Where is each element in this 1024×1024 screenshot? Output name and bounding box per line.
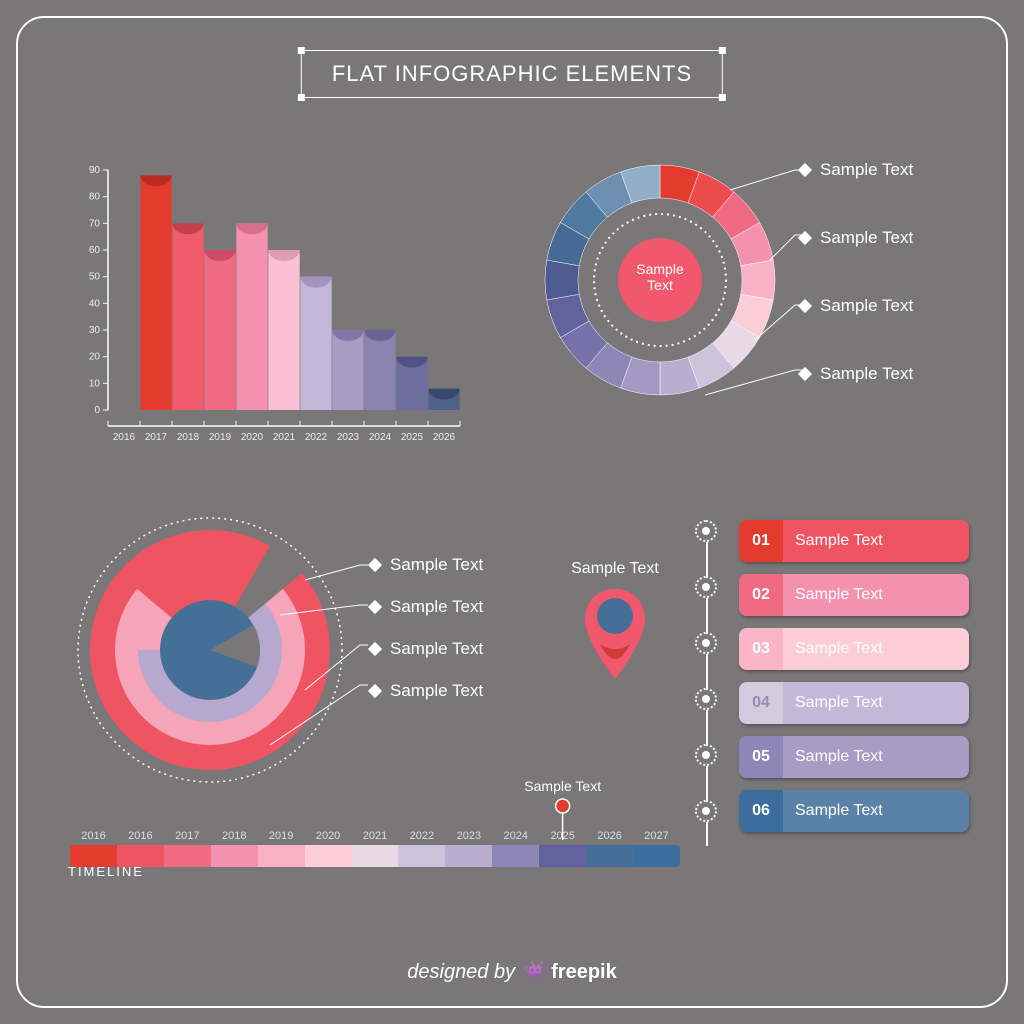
timeline-bar <box>70 845 680 867</box>
radial-labels: Sample Text Sample Text Sample Text Samp… <box>370 555 483 723</box>
radial-label: Sample Text <box>390 681 483 701</box>
svg-text:30: 30 <box>89 325 101 336</box>
donut-label: Sample Text <box>820 228 913 248</box>
footer-prefix: designed by <box>407 961 520 983</box>
svg-text:50: 50 <box>89 272 101 283</box>
diamond-icon <box>798 231 812 245</box>
radial-label: Sample Text <box>390 597 483 617</box>
step-label: Sample Text <box>783 586 969 604</box>
page-title-wrap: FLAT INFOGRAPHIC ELEMENTS <box>301 50 723 98</box>
step-dot-icon <box>695 632 717 654</box>
svg-text:2019: 2019 <box>209 432 232 443</box>
diamond-icon <box>798 367 812 381</box>
svg-text:2025: 2025 <box>401 432 424 443</box>
step-item[interactable]: 04Sample Text <box>739 682 969 724</box>
svg-text:2017: 2017 <box>145 432 168 443</box>
svg-text:2026: 2026 <box>433 432 456 443</box>
svg-text:2022: 2022 <box>305 432 328 443</box>
svg-text:2024: 2024 <box>369 432 392 443</box>
step-connector <box>695 520 719 856</box>
page-title: FLAT INFOGRAPHIC ELEMENTS <box>301 50 723 98</box>
step-list: 01Sample Text02Sample Text03Sample Text0… <box>695 520 969 856</box>
step-item[interactable]: 03Sample Text <box>739 628 969 670</box>
svg-text:2016: 2016 <box>113 432 136 443</box>
radial-label: Sample Text <box>390 555 483 575</box>
map-pin: Sample Text <box>570 560 660 689</box>
step-items: 01Sample Text02Sample Text03Sample Text0… <box>739 520 969 856</box>
svg-text:2021: 2021 <box>273 432 296 443</box>
svg-text:2023: 2023 <box>337 432 360 443</box>
brand-icon: 👾 <box>521 961 551 983</box>
timeline: Sample Text 2016201620172018201920202021… <box>70 830 680 867</box>
step-label: Sample Text <box>783 694 969 712</box>
step-dot-icon <box>695 576 717 598</box>
donut-label: Sample Text <box>820 364 913 384</box>
svg-text:2018: 2018 <box>177 432 200 443</box>
svg-text:60: 60 <box>89 245 101 256</box>
step-number: 06 <box>739 790 783 832</box>
attribution: designed by 👾 freepik <box>0 959 1024 984</box>
step-item[interactable]: 02Sample Text <box>739 574 969 616</box>
pin-label: Sample Text <box>570 560 660 578</box>
diamond-icon <box>368 558 382 572</box>
diamond-icon <box>368 600 382 614</box>
step-dot-icon <box>695 800 717 822</box>
radial-leader-lines <box>70 510 410 810</box>
diamond-icon <box>368 684 382 698</box>
step-item[interactable]: 05Sample Text <box>739 736 969 778</box>
step-dot-icon <box>695 520 717 542</box>
radial-label: Sample Text <box>390 639 483 659</box>
svg-text:20: 20 <box>89 352 101 363</box>
step-item[interactable]: 01Sample Text <box>739 520 969 562</box>
donut-label: Sample Text <box>820 296 913 316</box>
diamond-icon <box>798 299 812 313</box>
bar-chart: 0 10 20 30 40 50 60 70 80 90 2016 2017 2018 2019 2020 2… <box>70 160 470 460</box>
diamond-icon <box>368 642 382 656</box>
step-number: 03 <box>739 628 783 670</box>
step-label: Sample Text <box>783 748 969 766</box>
svg-text:2020: 2020 <box>241 432 264 443</box>
step-number: 02 <box>739 574 783 616</box>
step-label: Sample Text <box>783 532 969 550</box>
svg-text:90: 90 <box>89 165 101 176</box>
svg-text:80: 80 <box>89 192 101 203</box>
step-number: 01 <box>739 520 783 562</box>
svg-text:40: 40 <box>89 298 101 309</box>
step-label: Sample Text <box>783 802 969 820</box>
svg-text:0: 0 <box>94 405 100 416</box>
step-number: 05 <box>739 736 783 778</box>
footer-brand: freepik <box>551 961 617 983</box>
step-dot-icon <box>695 688 717 710</box>
timeline-marker-label: Sample Text <box>524 778 601 794</box>
diamond-icon <box>798 163 812 177</box>
svg-text:10: 10 <box>89 378 101 389</box>
page-title-text: FLAT INFOGRAPHIC ELEMENTS <box>332 61 692 86</box>
svg-text:70: 70 <box>89 218 101 229</box>
timeline-marker: Sample Text <box>524 778 601 843</box>
step-label: Sample Text <box>783 640 969 658</box>
timeline-title: TIMELINE <box>68 864 144 879</box>
step-dot-icon <box>695 744 717 766</box>
step-item[interactable]: 06Sample Text <box>739 790 969 832</box>
donut-leader-lines <box>530 150 1010 430</box>
step-number: 04 <box>739 682 783 724</box>
donut-labels: Sample Text Sample Text Sample Text Samp… <box>800 160 913 432</box>
donut-label: Sample Text <box>820 160 913 180</box>
